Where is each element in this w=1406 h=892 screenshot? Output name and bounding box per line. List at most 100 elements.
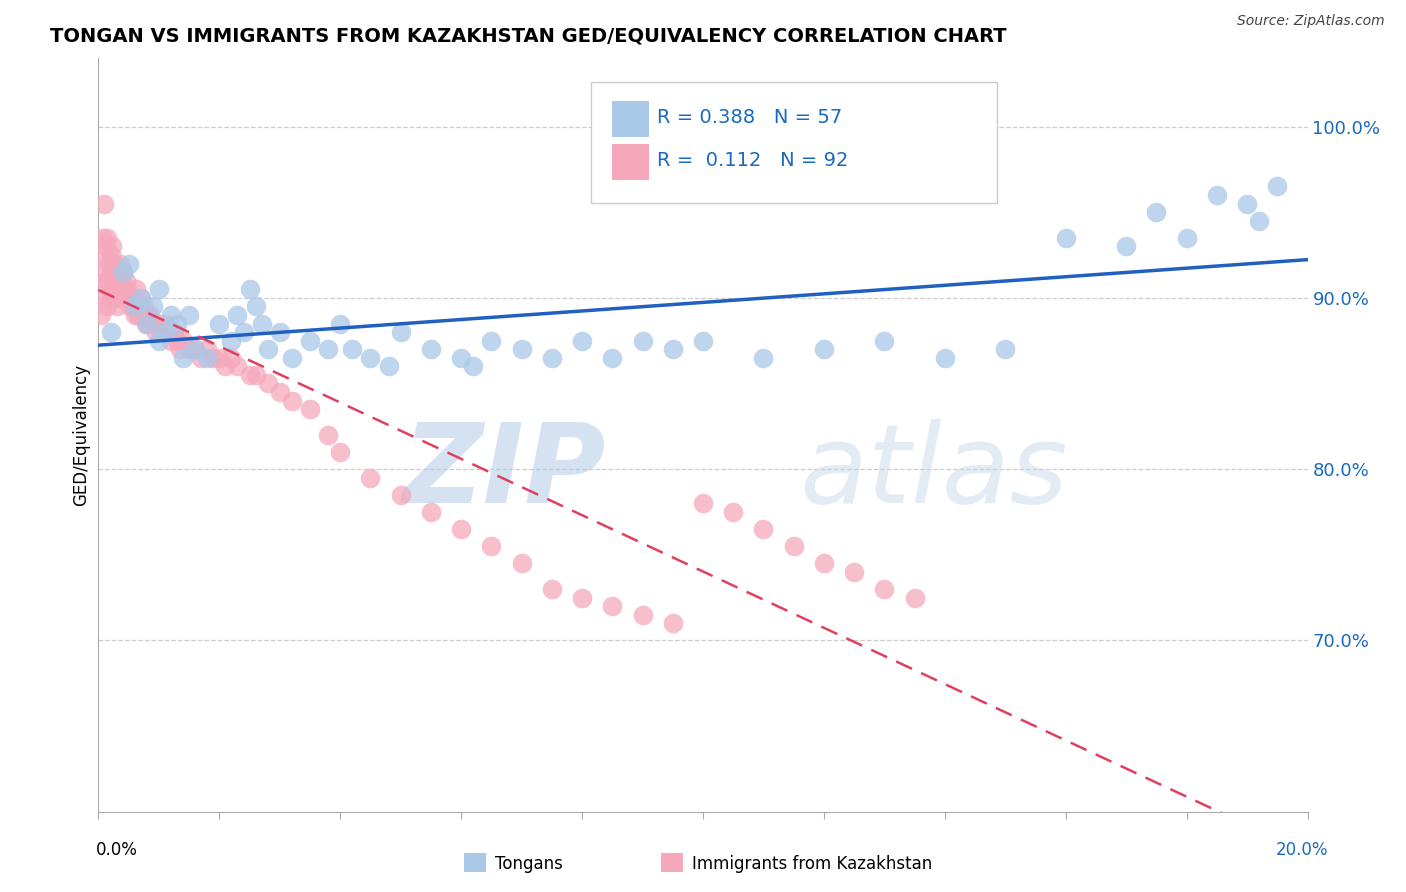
Point xyxy=(135,317,157,331)
Point xyxy=(129,291,152,305)
Point xyxy=(661,616,683,631)
Point xyxy=(90,265,112,279)
Point xyxy=(135,317,157,331)
Point xyxy=(148,317,170,331)
Point xyxy=(195,351,218,365)
Point xyxy=(221,334,243,348)
Point xyxy=(299,334,322,348)
Point xyxy=(172,351,194,365)
Point xyxy=(124,308,146,322)
Point xyxy=(127,308,149,322)
Point xyxy=(114,274,136,288)
Point xyxy=(100,325,122,339)
Point xyxy=(450,522,472,536)
Point xyxy=(91,291,114,305)
Point xyxy=(463,359,485,374)
Point xyxy=(108,256,131,270)
Point xyxy=(145,325,167,339)
Point xyxy=(93,248,115,262)
Point xyxy=(316,342,339,356)
Point xyxy=(1054,231,1077,245)
Point xyxy=(269,384,291,399)
Point xyxy=(135,308,157,322)
Point xyxy=(450,351,472,365)
Point xyxy=(631,334,654,348)
Point xyxy=(118,256,141,270)
Point xyxy=(179,342,201,356)
Point xyxy=(1249,213,1271,227)
Point xyxy=(389,325,412,339)
Point xyxy=(108,291,131,305)
Point xyxy=(111,265,134,279)
Point xyxy=(104,265,127,279)
Point xyxy=(316,427,339,442)
Point xyxy=(420,342,443,356)
Point xyxy=(100,265,122,279)
Point xyxy=(103,256,125,270)
Point xyxy=(377,359,399,374)
Point xyxy=(153,325,176,339)
Point xyxy=(994,342,1017,356)
Text: 0.0%: 0.0% xyxy=(96,840,138,858)
Point xyxy=(571,591,593,605)
Point xyxy=(256,342,278,356)
Point xyxy=(481,539,503,553)
Point xyxy=(118,291,141,305)
Point xyxy=(934,351,956,365)
Y-axis label: GED/Equivalency: GED/Equivalency xyxy=(72,364,90,506)
Point xyxy=(117,282,139,296)
Text: Tongans: Tongans xyxy=(495,855,562,873)
Point xyxy=(172,334,194,348)
Point xyxy=(96,274,118,288)
Point xyxy=(226,359,249,374)
Point xyxy=(139,308,162,322)
Point xyxy=(232,325,254,339)
Point xyxy=(360,351,382,365)
Point xyxy=(221,351,243,365)
Point xyxy=(256,376,278,391)
Point xyxy=(169,342,191,356)
Point xyxy=(179,308,201,322)
Point xyxy=(269,325,291,339)
Point xyxy=(166,317,188,331)
Text: Source: ZipAtlas.com: Source: ZipAtlas.com xyxy=(1237,14,1385,28)
Point xyxy=(150,325,173,339)
Point xyxy=(105,299,128,313)
Point xyxy=(540,351,562,365)
Point xyxy=(142,299,165,313)
Point xyxy=(1206,188,1229,202)
Text: R =  0.112   N = 92: R = 0.112 N = 92 xyxy=(657,151,848,170)
FancyBboxPatch shape xyxy=(613,144,648,180)
Point xyxy=(281,351,304,365)
Point xyxy=(94,274,117,288)
Point xyxy=(148,282,170,296)
Point xyxy=(1236,196,1258,211)
Point xyxy=(100,291,122,305)
Point xyxy=(190,351,212,365)
Point xyxy=(245,368,267,382)
Point xyxy=(239,368,262,382)
Point xyxy=(752,351,775,365)
Point xyxy=(160,308,183,322)
Point xyxy=(245,299,267,313)
Point xyxy=(142,317,165,331)
Point xyxy=(110,274,132,288)
Point xyxy=(281,393,304,408)
Point xyxy=(202,351,225,365)
Point xyxy=(329,317,352,331)
Point xyxy=(602,351,624,365)
Point xyxy=(100,248,122,262)
Point xyxy=(163,325,186,339)
Point xyxy=(129,291,152,305)
Point xyxy=(184,342,207,356)
Point xyxy=(1175,231,1198,245)
Point xyxy=(111,265,134,279)
Point xyxy=(125,282,148,296)
Point xyxy=(98,256,121,270)
Point xyxy=(389,488,412,502)
Point xyxy=(184,342,207,356)
Text: ZIP: ZIP xyxy=(402,419,606,526)
Point xyxy=(510,557,533,571)
Point xyxy=(692,334,714,348)
Point xyxy=(250,317,273,331)
